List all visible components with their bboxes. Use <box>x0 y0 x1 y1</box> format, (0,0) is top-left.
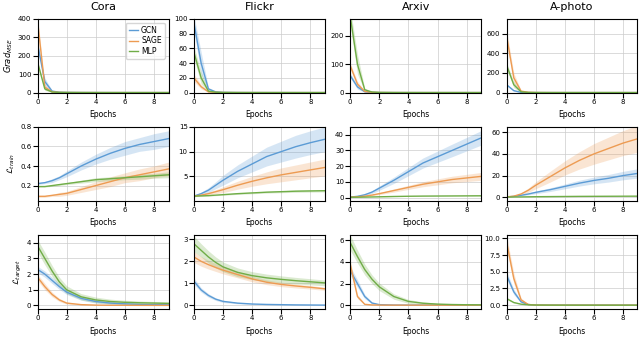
X-axis label: Epochs: Epochs <box>558 218 586 227</box>
GCN <box>41 79 49 83</box>
MLP <box>92 91 100 95</box>
Y-axis label: $\mathcal{L}_{target}$: $\mathcal{L}_{target}$ <box>12 259 24 285</box>
X-axis label: Epochs: Epochs <box>246 327 273 336</box>
MLP <box>56 90 63 94</box>
SAGE <box>106 91 114 95</box>
X-axis label: Epochs: Epochs <box>558 327 586 336</box>
MLP <box>63 91 70 95</box>
SAGE <box>34 19 42 23</box>
SAGE <box>136 91 143 95</box>
SAGE <box>41 85 49 89</box>
SAGE <box>63 91 70 95</box>
X-axis label: Epochs: Epochs <box>90 327 116 336</box>
SAGE <box>150 91 158 95</box>
X-axis label: Epochs: Epochs <box>90 218 116 227</box>
MLP <box>41 87 49 91</box>
Title: Arxiv: Arxiv <box>401 2 430 13</box>
MLP <box>150 91 158 95</box>
MLP <box>121 91 129 95</box>
Legend: GCN, SAGE, MLP: GCN, SAGE, MLP <box>125 23 164 59</box>
X-axis label: Epochs: Epochs <box>558 111 586 119</box>
Line: GCN: GCN <box>38 44 168 93</box>
X-axis label: Epochs: Epochs <box>246 218 273 227</box>
Title: Cora: Cora <box>90 2 116 13</box>
GCN <box>136 91 143 95</box>
Line: SAGE: SAGE <box>38 21 168 93</box>
MLP <box>136 91 143 95</box>
GCN <box>106 91 114 95</box>
Y-axis label: $\mathcal{L}_{train}$: $\mathcal{L}_{train}$ <box>6 153 17 174</box>
Y-axis label: $Grad_{MSE}$: $Grad_{MSE}$ <box>3 38 15 73</box>
GCN <box>63 90 70 94</box>
MLP <box>34 60 42 64</box>
GCN <box>150 91 158 95</box>
MLP <box>106 91 114 95</box>
SAGE <box>164 91 172 95</box>
X-axis label: Epochs: Epochs <box>90 111 116 119</box>
X-axis label: Epochs: Epochs <box>246 111 273 119</box>
GCN <box>92 91 100 95</box>
MLP <box>48 90 56 94</box>
SAGE <box>48 90 56 94</box>
GCN <box>121 91 129 95</box>
SAGE <box>77 91 85 95</box>
SAGE <box>121 91 129 95</box>
MLP <box>77 91 85 95</box>
MLP <box>164 91 172 95</box>
Title: A-photo: A-photo <box>550 2 594 13</box>
X-axis label: Epochs: Epochs <box>402 111 429 119</box>
SAGE <box>92 91 100 95</box>
GCN <box>77 91 85 95</box>
GCN <box>34 42 42 46</box>
X-axis label: Epochs: Epochs <box>402 327 429 336</box>
GCN <box>48 89 56 93</box>
X-axis label: Epochs: Epochs <box>402 218 429 227</box>
GCN <box>164 91 172 95</box>
GCN <box>56 90 63 94</box>
Title: Flickr: Flickr <box>244 2 275 13</box>
SAGE <box>56 90 63 94</box>
Line: MLP: MLP <box>38 62 168 93</box>
